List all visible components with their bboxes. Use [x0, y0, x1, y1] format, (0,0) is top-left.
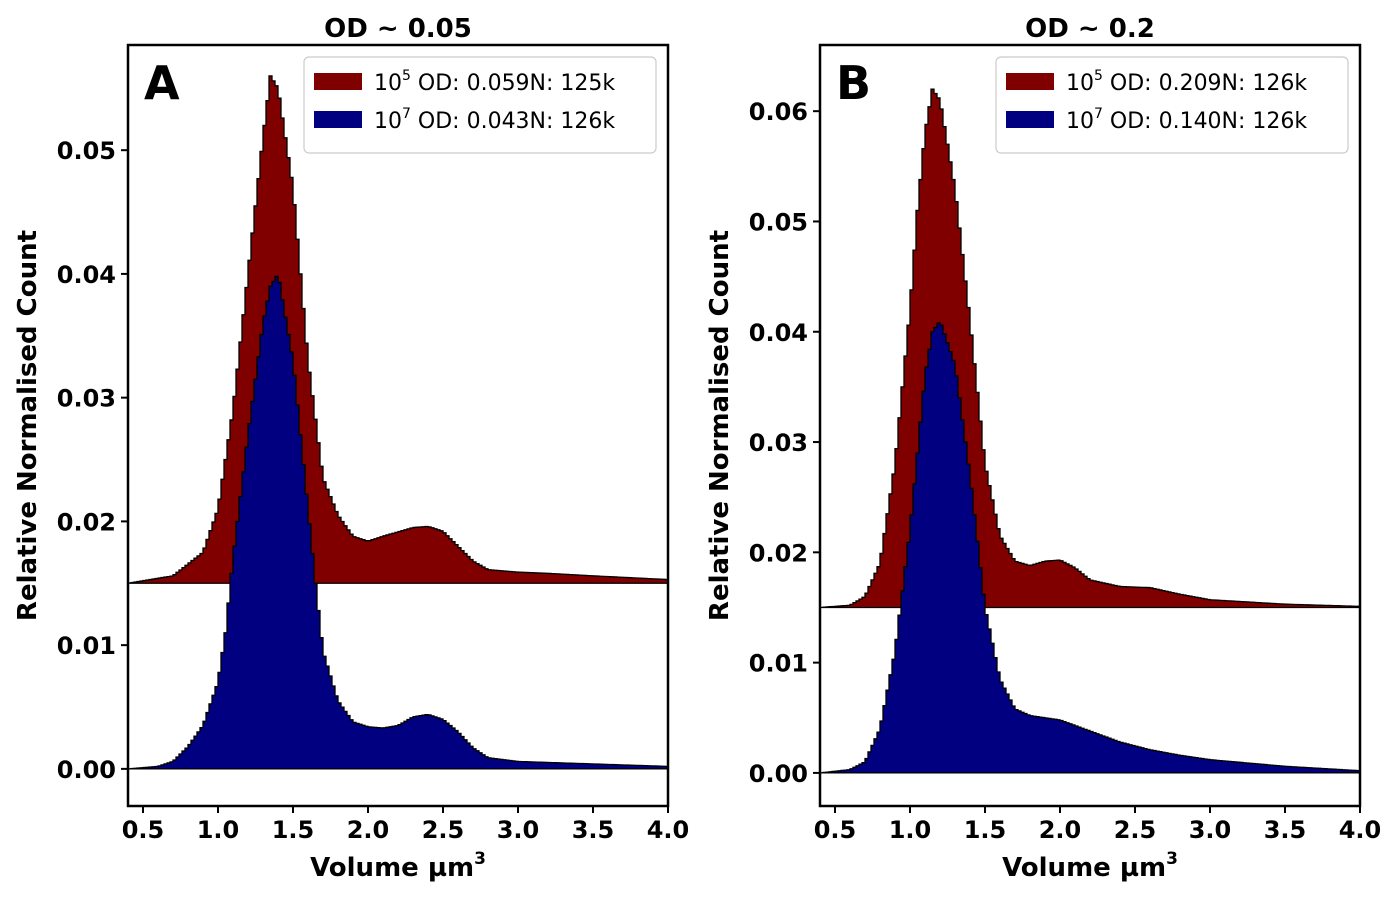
legend-label-base: 10 — [1066, 71, 1094, 96]
histogram-series — [820, 322, 1360, 774]
legend-label-base: 10 — [374, 109, 402, 134]
y-tick-label: 0.06 — [749, 98, 808, 126]
legend-swatch — [314, 111, 362, 128]
plot-frame — [818, 43, 1362, 808]
x-tick-label: 1.5 — [964, 816, 1007, 844]
x-axis-label-text: Volume µm — [310, 853, 474, 883]
y-tick-label: 0.05 — [57, 137, 116, 165]
legend-label-sup: 5 — [1094, 68, 1103, 84]
legend-entry: 107 OD: 0.043N: 126k — [314, 106, 615, 134]
x-tick-label: 3.0 — [1189, 816, 1232, 844]
legend-swatch — [1006, 73, 1054, 90]
y-tick-label: 0.00 — [57, 756, 116, 784]
legend-entry: 107 OD: 0.140N: 126k — [1006, 106, 1307, 134]
legend-label-rest: OD: 0.209N: 126k — [1103, 71, 1307, 96]
legend-swatch — [1006, 111, 1054, 128]
legend-box — [995, 56, 1349, 154]
y-tick-label: 0.03 — [57, 385, 116, 413]
x-axis-label: Volume µm3 — [1002, 849, 1178, 883]
legend-label-sup: 7 — [1094, 106, 1103, 122]
y-tick-label: 0.04 — [57, 261, 116, 289]
y-tick-label: 0.00 — [749, 760, 808, 788]
legend-label-rest: OD: 0.059N: 125k — [411, 71, 615, 96]
x-tick-label: 1.0 — [889, 816, 932, 844]
panel-letter: B — [836, 56, 871, 110]
legend-entry: 105 OD: 0.209N: 126k — [1006, 68, 1307, 96]
plot-frame — [126, 43, 670, 808]
y-tick-label: 0.03 — [749, 429, 808, 457]
panel-a: 0.5 1.0 1.5 2.0 2.5 3.0 3.5 4.0 0.00 0.01 0.02 0.03… — [13, 14, 689, 883]
series-red — [820, 88, 1360, 609]
y-tick-label: 0.04 — [749, 319, 808, 347]
legend-label-base: 10 — [374, 71, 402, 96]
series-blue — [820, 322, 1360, 774]
y-tick-label: 0.02 — [57, 508, 116, 536]
histogram-series — [820, 88, 1360, 609]
histogram-series — [128, 275, 668, 770]
legend-box — [303, 56, 657, 154]
x-tick-label: 4.0 — [1339, 816, 1382, 844]
legend-entry: 105 OD: 0.059N: 125k — [314, 68, 615, 96]
chart-title: OD ~ 0.05 — [324, 14, 472, 44]
x-axis-label: Volume µm3 — [310, 849, 486, 883]
legend-label-sup: 5 — [402, 68, 411, 84]
histogram-bars — [128, 75, 668, 770]
x-tick-label: 3.0 — [497, 816, 540, 844]
legend-swatch — [314, 73, 362, 90]
x-tick-label: 2.5 — [1114, 816, 1157, 844]
x-axis-label-sup: 3 — [1166, 849, 1178, 869]
panel-letter: A — [144, 56, 180, 110]
y-axis-label: Relative Normalised Count — [13, 230, 43, 621]
histogram-bars — [820, 88, 1360, 774]
x-tick-label: 1.0 — [197, 816, 240, 844]
legend-label: 105 OD: 0.209N: 126k — [1066, 68, 1307, 96]
legend-label-base: 10 — [1066, 109, 1094, 134]
x-tick-label: 1.5 — [272, 816, 315, 844]
x-tick-label: 3.5 — [572, 816, 615, 844]
series-blue — [128, 275, 668, 770]
x-tick-label: 2.0 — [1039, 816, 1082, 844]
x-tick-label: 2.5 — [422, 816, 465, 844]
x-tick-label: 4.0 — [647, 816, 690, 844]
legend-label-rest: OD: 0.140N: 126k — [1103, 109, 1307, 134]
x-axis-label-text: Volume µm — [1002, 853, 1166, 883]
y-tick-label: 0.05 — [749, 208, 808, 236]
legend-label-sup: 7 — [402, 106, 411, 122]
legend-label: 107 OD: 0.140N: 126k — [1066, 106, 1307, 134]
y-axis-label: Relative Normalised Count — [705, 230, 735, 621]
x-axis-label-sup: 3 — [474, 849, 486, 869]
x-tick-label: 0.5 — [814, 816, 857, 844]
y-tick-label: 0.01 — [57, 632, 116, 660]
legend-label-rest: OD: 0.043N: 126k — [411, 109, 615, 134]
legend-label: 105 OD: 0.059N: 125k — [374, 68, 615, 96]
x-tick-label: 3.5 — [1264, 816, 1307, 844]
chart-title: OD ~ 0.2 — [1025, 14, 1155, 44]
y-tick-label: 0.02 — [749, 539, 808, 567]
legend-label: 107 OD: 0.043N: 126k — [374, 106, 615, 134]
y-tick-label: 0.01 — [749, 650, 808, 678]
x-tick-label: 0.5 — [122, 816, 165, 844]
panel-b: 0.5 1.0 1.5 2.0 2.5 3.0 3.5 4.0 0.00 0.01 0.02 0.03… — [705, 14, 1381, 883]
x-tick-label: 2.0 — [347, 816, 390, 844]
